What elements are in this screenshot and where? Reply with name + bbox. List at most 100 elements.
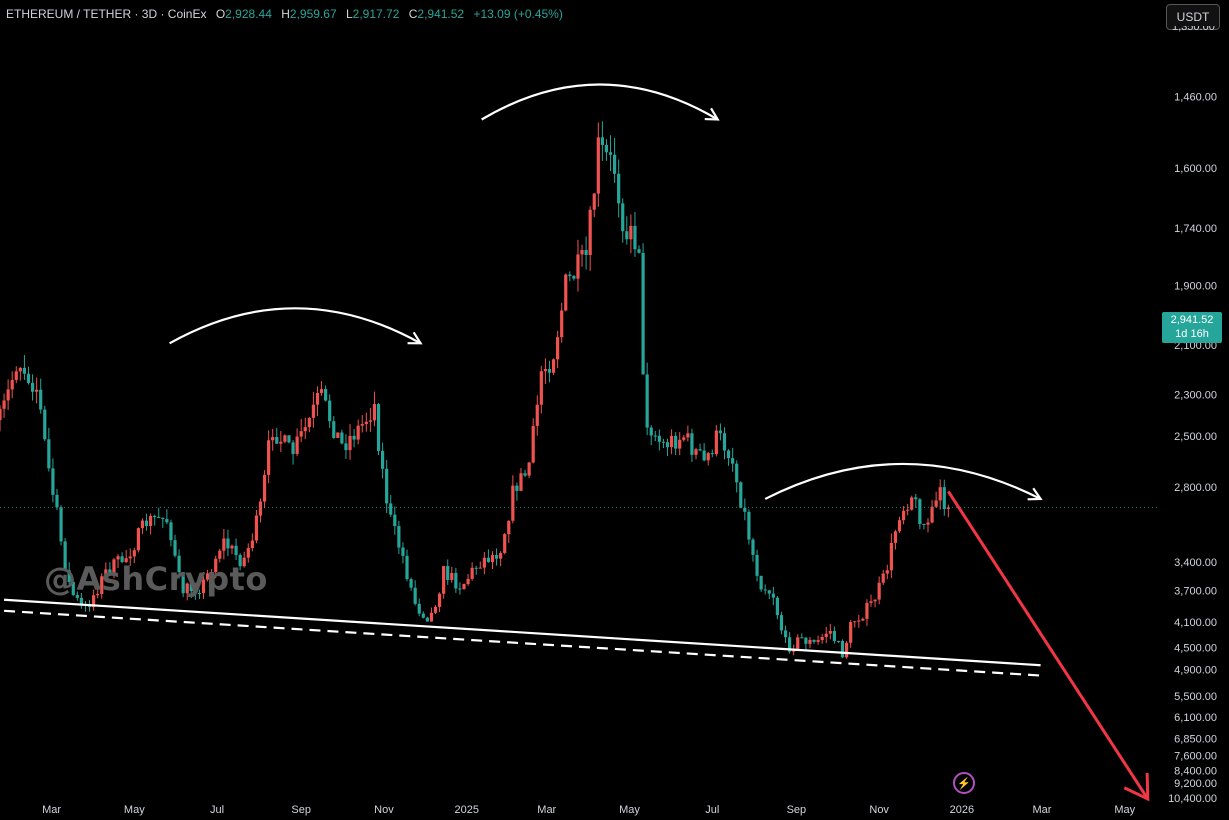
candle-body [189,583,193,592]
candle-body [287,435,291,443]
x-tick-label: Nov [869,804,889,816]
low-label: L [345,7,353,21]
candle-body [393,514,397,527]
candle-body [144,520,149,527]
y-tick-label: 10,400.00 [1168,793,1217,805]
candle-body [474,567,478,569]
open-value: 2,928.44 [225,7,272,21]
candle-body [678,439,682,449]
candle-body [592,193,596,210]
candle-body [173,540,177,556]
candle-body [718,430,723,434]
candle-body [832,630,836,641]
candles-layer [0,121,950,659]
x-tick-label: Jul [210,804,224,816]
candle-body [889,542,893,571]
lightning-icon[interactable]: ⚡ [953,772,975,794]
candle-body [519,473,523,491]
candle-body [222,538,226,551]
candle-body [771,593,775,598]
candle-body [185,583,189,594]
candle-body [938,487,942,501]
watermark: @AshCrypto [44,560,268,598]
candle-body [153,515,157,517]
time-axis: Mar May Jul Sep Nov 2025 Mar May Jul Sep Nov 2026 Ma… [42,804,1136,816]
candle-body [275,437,279,444]
candle-body [214,558,218,573]
candle-body [437,593,442,607]
y-tick-label: 9,200.00 [1174,778,1217,790]
y-tick-label: 6,850.00 [1174,733,1217,745]
currency-button[interactable]: USDT [1166,4,1220,30]
y-tick-label: 5,500.00 [1174,691,1217,703]
candle-body [840,641,845,658]
candle-body [340,432,344,444]
candle-body [299,431,303,437]
candle-body [873,599,877,602]
candle-body [645,374,649,428]
candle-body [104,569,108,577]
left-shoulder-arrowhead [407,331,423,345]
candle-body [861,618,865,621]
x-tick-label: Sep [291,804,311,816]
candle-body [234,545,238,555]
candle-body [360,424,364,426]
candle-body [885,570,889,574]
candle-body [210,572,214,574]
candle-body [242,557,246,567]
candle-body [759,575,763,590]
candle-body [731,458,735,464]
candle-body [112,559,116,575]
bar-countdown: 1d 16h [1175,328,1209,340]
candle-body [857,620,861,622]
candle-body [238,554,242,567]
candle-body [576,254,580,279]
candle-body [674,435,678,449]
candle-body [417,603,421,614]
right-shoulder-arrowhead [1027,487,1043,501]
left-shoulder-arc [169,307,422,345]
y-tick-label: 6,100.00 [1174,712,1217,724]
candle-body [466,578,470,584]
candle-body [205,573,210,580]
candle-body [254,515,259,541]
candle-body [722,433,727,451]
candle-body [747,511,751,540]
candle-body [230,545,234,549]
y-tick-label: 1,740.00 [1174,223,1217,235]
candle-body [482,557,486,568]
x-tick-label: Jul [705,804,719,816]
y-tick-label: 7,600.00 [1174,751,1217,763]
candle-body [344,443,348,451]
candle-body [812,639,816,642]
candle-body [258,501,263,516]
change-value: +13.09 (+0.45%) [473,7,563,21]
candle-body [197,593,202,595]
candle-body [75,594,79,598]
candle-body [820,637,824,641]
candle-body [177,555,181,573]
candle-body [698,449,702,451]
head-arc [481,83,719,121]
x-tick-label: Sep [787,804,807,816]
candle-body [726,450,731,459]
candle-body [564,274,568,311]
candle-body [828,630,832,634]
candle-body [401,547,405,556]
candle-body [161,517,165,520]
candle-body [604,144,609,153]
candle-body [906,509,910,511]
candle-body [267,440,271,475]
candle-body [140,520,145,529]
candle-body [303,427,307,432]
candle-body [682,437,686,440]
candle-body [181,572,185,594]
candle-body [694,449,698,455]
candle-body [336,432,340,438]
candle-body [10,379,14,390]
candle-body [849,622,853,643]
cut-off-tick: 1,350.00 [1172,26,1215,33]
candle-body [328,400,332,422]
candle-body [14,371,18,380]
